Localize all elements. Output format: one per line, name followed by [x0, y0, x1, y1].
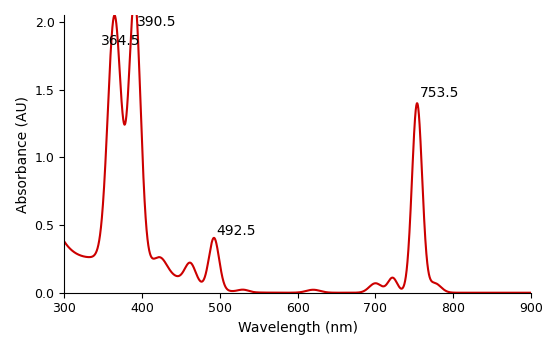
Text: 492.5: 492.5 [217, 224, 256, 238]
Text: 364.5: 364.5 [100, 34, 140, 48]
Y-axis label: Absorbance (AU): Absorbance (AU) [15, 96, 29, 212]
Text: 390.5: 390.5 [137, 15, 176, 29]
Text: 753.5: 753.5 [420, 86, 459, 100]
X-axis label: Wavelength (nm): Wavelength (nm) [238, 321, 358, 335]
